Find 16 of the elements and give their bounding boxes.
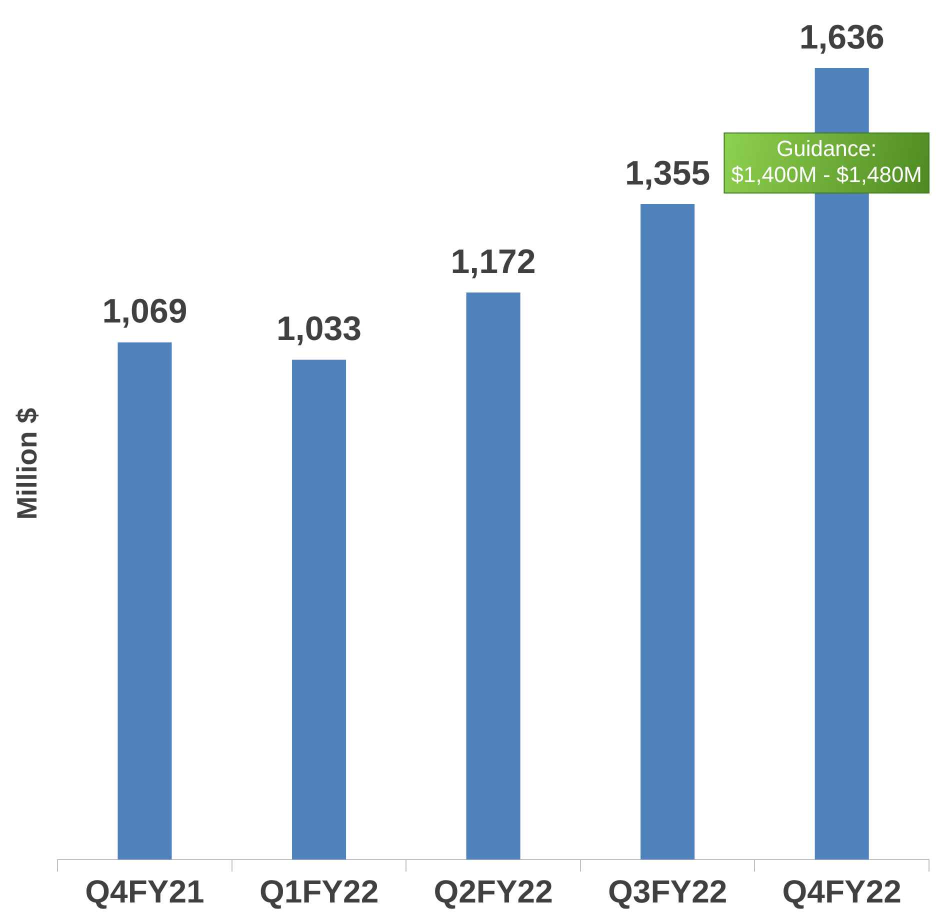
data-label: 1,172 (450, 242, 536, 281)
bar (466, 292, 520, 860)
bar (292, 360, 346, 860)
x-tick-label: Q4FY21 (85, 874, 204, 910)
bar (640, 204, 695, 860)
data-label: 1,355 (625, 154, 710, 192)
x-tick-label: Q1FY22 (259, 874, 379, 910)
x-tick-label: Q4FY22 (782, 874, 902, 910)
x-tick-label: Q2FY22 (434, 874, 553, 910)
y-axis-title: Million $ (12, 407, 43, 520)
data-label: 1,636 (799, 18, 884, 56)
data-label: 1,069 (102, 292, 188, 331)
data-label: 1,033 (276, 310, 362, 348)
bar (118, 342, 172, 860)
annotation: Guidance: $1,400M - $1,480M (731, 136, 922, 188)
x-tick-label: Q3FY22 (608, 874, 728, 910)
